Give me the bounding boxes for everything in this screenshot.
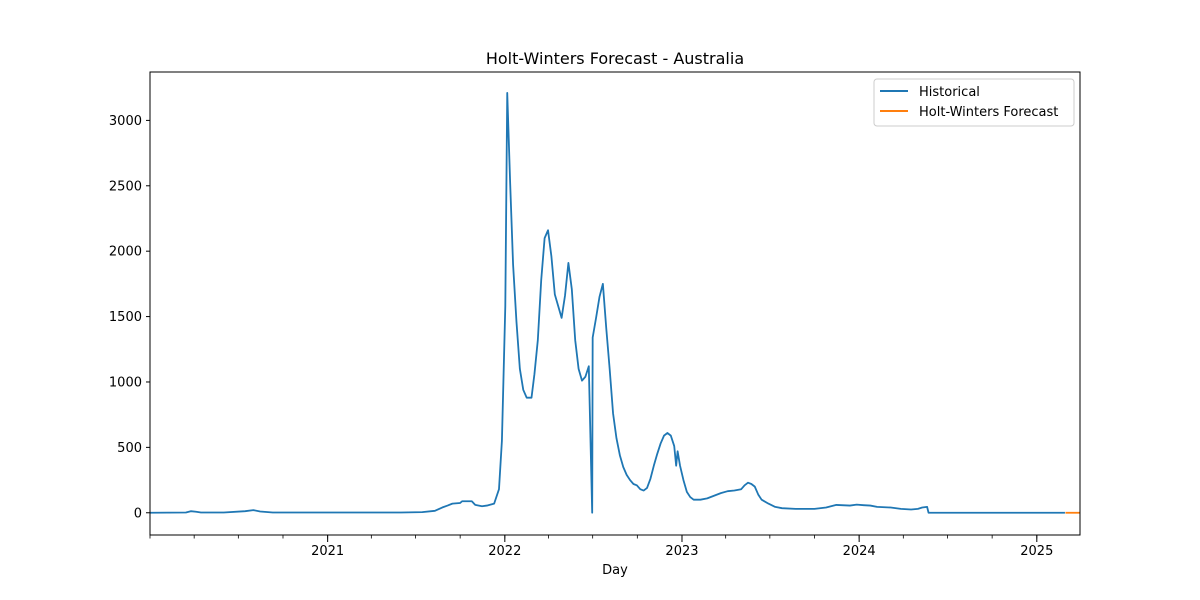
legend-label-historical: Historical	[919, 85, 980, 100]
x-tick-label: 2024	[843, 544, 876, 559]
series-line-historical	[149, 92, 1065, 514]
x-tick-label: 2022	[488, 544, 521, 559]
x-tick-label: 2023	[665, 544, 698, 559]
y-tick-label: 0	[134, 506, 142, 521]
legend-frame	[873, 78, 1075, 127]
plot-frame	[149, 71, 1081, 536]
legend: Historical Holt-Winters Forecast	[873, 78, 1075, 127]
y-tick-label: 1000	[109, 375, 142, 390]
axes-layer: 0 500 1000 1500 2000 2500 3000 2021 2022 2023 2024…	[109, 71, 1081, 559]
y-tick-label: 1500	[109, 310, 142, 325]
chart-title: Holt-Winters Forecast - Australia	[486, 49, 744, 68]
x-tick-label: 2021	[311, 544, 344, 559]
legend-label-forecast: Holt-Winters Forecast	[919, 105, 1058, 120]
y-tick-label: 3000	[109, 114, 142, 129]
y-tick-label: 2000	[109, 245, 142, 260]
y-tick-label: 2500	[109, 179, 142, 194]
series-layer	[149, 92, 1080, 514]
y-tick-label: 500	[117, 441, 142, 456]
x-tick-label: 2025	[1020, 544, 1053, 559]
x-axis-title: Day	[602, 563, 628, 578]
